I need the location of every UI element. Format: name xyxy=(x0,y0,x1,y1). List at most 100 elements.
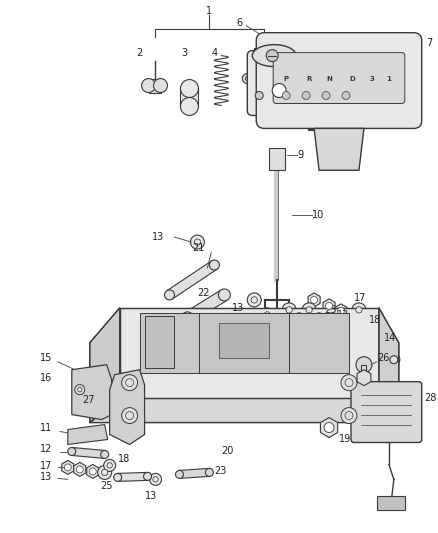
Ellipse shape xyxy=(210,341,219,349)
Ellipse shape xyxy=(68,448,76,456)
Circle shape xyxy=(191,235,205,249)
Text: R: R xyxy=(307,76,312,82)
Text: 17: 17 xyxy=(39,462,52,471)
Ellipse shape xyxy=(230,326,238,334)
Ellipse shape xyxy=(180,79,198,98)
Polygon shape xyxy=(379,308,399,423)
Text: 23: 23 xyxy=(214,466,227,477)
Ellipse shape xyxy=(101,450,109,458)
Ellipse shape xyxy=(294,313,304,323)
Text: 18: 18 xyxy=(118,455,130,464)
Polygon shape xyxy=(145,316,174,368)
Text: 27: 27 xyxy=(82,394,95,405)
Circle shape xyxy=(342,92,350,100)
Polygon shape xyxy=(361,365,367,379)
Text: 5: 5 xyxy=(252,47,258,58)
Circle shape xyxy=(194,239,201,245)
Text: 21: 21 xyxy=(192,243,205,253)
Circle shape xyxy=(302,303,316,317)
FancyBboxPatch shape xyxy=(351,382,422,442)
Circle shape xyxy=(282,303,296,317)
Polygon shape xyxy=(90,398,399,423)
Bar xyxy=(219,323,269,358)
Text: 16: 16 xyxy=(39,373,52,383)
Ellipse shape xyxy=(154,78,167,93)
Circle shape xyxy=(247,293,261,307)
Polygon shape xyxy=(167,261,217,299)
Polygon shape xyxy=(71,448,105,458)
Ellipse shape xyxy=(314,313,324,323)
Text: 23: 23 xyxy=(202,332,214,342)
Circle shape xyxy=(341,408,357,424)
Text: 26: 26 xyxy=(377,353,389,363)
Polygon shape xyxy=(259,315,295,355)
Text: 11: 11 xyxy=(39,423,52,433)
Circle shape xyxy=(296,320,302,326)
Polygon shape xyxy=(357,370,371,386)
Text: 13: 13 xyxy=(232,303,244,313)
Circle shape xyxy=(356,306,362,313)
Circle shape xyxy=(98,465,112,479)
Circle shape xyxy=(302,92,310,100)
Text: 13: 13 xyxy=(145,491,158,502)
FancyBboxPatch shape xyxy=(245,348,304,370)
Circle shape xyxy=(76,466,83,473)
Text: 6: 6 xyxy=(236,18,242,28)
Text: 1: 1 xyxy=(386,76,391,82)
Bar xyxy=(140,313,349,373)
Polygon shape xyxy=(180,88,198,107)
Text: 15: 15 xyxy=(39,353,52,363)
Circle shape xyxy=(325,302,332,309)
Circle shape xyxy=(126,378,134,386)
Polygon shape xyxy=(110,370,145,445)
Circle shape xyxy=(64,464,71,471)
Text: 25: 25 xyxy=(324,305,336,315)
Text: 7: 7 xyxy=(426,38,432,47)
Ellipse shape xyxy=(209,260,219,270)
Ellipse shape xyxy=(181,312,194,324)
Text: 19: 19 xyxy=(339,434,351,445)
Polygon shape xyxy=(338,341,395,364)
Polygon shape xyxy=(299,313,319,323)
Circle shape xyxy=(286,306,292,313)
Polygon shape xyxy=(335,304,347,318)
Polygon shape xyxy=(117,472,148,481)
Circle shape xyxy=(153,477,158,482)
Polygon shape xyxy=(120,308,379,398)
Ellipse shape xyxy=(180,98,198,116)
Text: 8: 8 xyxy=(324,108,330,117)
FancyBboxPatch shape xyxy=(247,51,301,116)
FancyBboxPatch shape xyxy=(256,33,422,128)
Circle shape xyxy=(122,408,138,424)
Circle shape xyxy=(251,297,258,303)
Text: 9: 9 xyxy=(297,150,303,160)
Circle shape xyxy=(122,375,138,391)
Circle shape xyxy=(89,468,96,475)
Circle shape xyxy=(345,378,353,386)
Circle shape xyxy=(242,74,252,84)
Circle shape xyxy=(311,296,318,303)
Polygon shape xyxy=(90,308,120,423)
Polygon shape xyxy=(62,461,74,474)
Text: 24: 24 xyxy=(222,343,234,353)
Circle shape xyxy=(272,84,286,98)
Ellipse shape xyxy=(165,290,174,300)
Circle shape xyxy=(78,387,82,392)
Circle shape xyxy=(149,473,162,486)
FancyBboxPatch shape xyxy=(273,53,405,103)
Circle shape xyxy=(75,385,85,394)
Circle shape xyxy=(104,459,116,471)
Text: 20: 20 xyxy=(221,447,233,456)
Circle shape xyxy=(352,303,366,317)
Text: 13: 13 xyxy=(152,232,165,242)
Polygon shape xyxy=(314,128,364,170)
Circle shape xyxy=(126,411,134,419)
Circle shape xyxy=(102,469,108,475)
Text: 2: 2 xyxy=(137,47,143,58)
Circle shape xyxy=(260,308,274,322)
Ellipse shape xyxy=(390,356,398,364)
Polygon shape xyxy=(212,327,237,348)
Polygon shape xyxy=(199,313,289,373)
Polygon shape xyxy=(68,425,108,445)
Bar xyxy=(269,148,285,170)
